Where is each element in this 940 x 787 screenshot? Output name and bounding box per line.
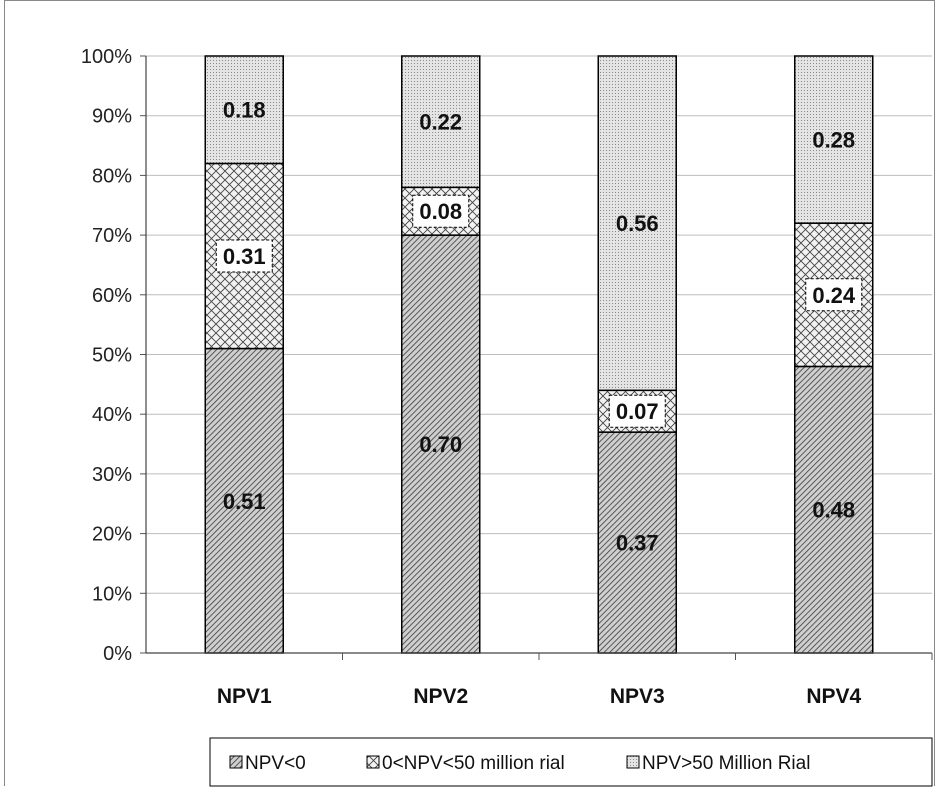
data-label-box [608, 394, 666, 428]
bar-segment [794, 55, 874, 224]
legend-swatch [366, 755, 380, 769]
legend: NPV<0 0<NPV<50 million rial NPV>50 Million… [209, 737, 933, 787]
chart-frame [4, 0, 935, 786]
data-label: 0.07 [616, 399, 659, 424]
y-tick-label: 10% [92, 583, 132, 605]
data-label: 0.24 [812, 283, 856, 308]
y-tick-label: 40% [92, 404, 132, 426]
y-tick-label: 30% [92, 464, 132, 486]
legend-label: NPV<0 [245, 753, 306, 774]
data-label: 0.48 [812, 498, 855, 523]
data-label: 0.51 [223, 489, 266, 514]
data-label: 0.31 [223, 244, 266, 269]
data-label: 0.28 [812, 128, 855, 153]
x-tick-label: NPV1 [217, 685, 272, 708]
y-tick-label: 80% [92, 165, 132, 187]
bar-segment [597, 55, 677, 392]
legend-label: NPV>50 Million Rial [642, 753, 810, 774]
y-tick-label: 20% [92, 524, 132, 546]
bar-segment [401, 55, 481, 189]
legend-label: 0<NPV<50 million rial [382, 753, 565, 774]
bar-segment [597, 431, 677, 654]
y-tick-label: 50% [92, 345, 132, 367]
legend-swatch [626, 755, 640, 769]
data-label: 0.56 [616, 211, 659, 236]
x-axis-tick-labels: NPV1 NPV2 NPV3 NPV4 [217, 653, 933, 708]
data-label: 0.18 [223, 98, 266, 123]
y-tick-label: 90% [92, 106, 132, 128]
data-label: 0.70 [419, 432, 462, 457]
data-label: 0.08 [419, 199, 462, 224]
x-tick-label: NPV4 [806, 685, 861, 708]
bar-segment [204, 55, 284, 165]
data-label-box [412, 194, 470, 228]
x-tick-label: NPV3 [610, 685, 665, 708]
y-tick-label: 70% [92, 225, 132, 247]
legend-swatch [229, 755, 243, 769]
x-tick-label: NPV2 [413, 685, 468, 708]
y-axis-tick-labels: 0% 10% 20% 30% 40% 50% 60% 70% 80% 90% 100% [81, 46, 132, 665]
y-tick-label: 100% [81, 46, 132, 68]
data-label: 0.37 [616, 531, 659, 556]
bar-segment [794, 365, 874, 654]
y-tick-label: 0% [103, 643, 132, 665]
data-label-box [805, 278, 863, 312]
data-label-box [215, 239, 273, 273]
legend-box [209, 737, 933, 787]
y-tick-label: 60% [92, 285, 132, 307]
data-labels: 0.51 0.31 0.18 0.70 0.08 0.22 0.37 0.07 0.56 0.48… [215, 98, 863, 556]
data-label: 0.22 [419, 110, 462, 135]
